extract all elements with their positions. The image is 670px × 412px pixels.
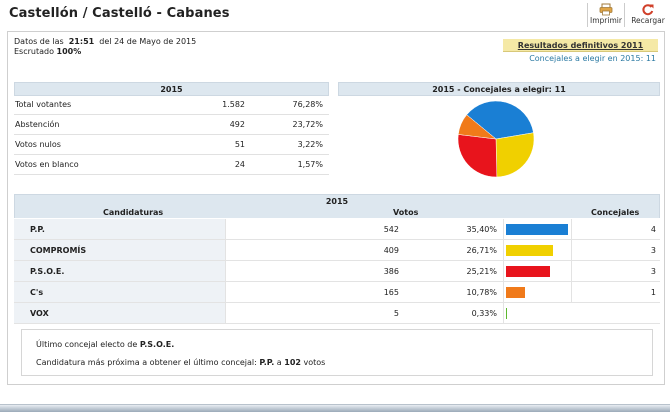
- table-row: VOX 5 0,33%: [14, 303, 660, 324]
- votes-row-label: Total votantes: [15, 100, 72, 109]
- col-votos: Votos: [393, 208, 419, 217]
- votes-row: Total votantes 1.582 76,28%: [14, 95, 329, 115]
- pie-slice: [495, 132, 535, 178]
- update-info: Datos de las 21:51 del 24 de Mayo de 201…: [14, 37, 196, 57]
- reload-label: Recargar: [631, 16, 665, 25]
- bar-cell: [503, 240, 571, 260]
- party-seats: 3: [571, 240, 660, 261]
- col-concejales: Concejales: [591, 208, 640, 217]
- party-name: P.P.: [14, 219, 225, 239]
- page-header: Castellón / Castelló - Cabanes Imprimir …: [0, 0, 670, 30]
- votes-row-value: 1.582: [222, 100, 245, 109]
- pie-slice: [457, 114, 497, 140]
- votes-row-label: Votos en blanco: [15, 160, 79, 169]
- party-seats: 4: [571, 219, 660, 240]
- results-table-title: 2015: [14, 194, 660, 208]
- pie-title: 2015 - Concejales a elegir: 11: [338, 82, 660, 96]
- update-time: 21:51: [68, 37, 95, 46]
- results-2011-link[interactable]: Resultados definitivos 2011: [503, 39, 658, 52]
- closest-candidate-line: Candidatura más próxima a obtener el últ…: [36, 358, 325, 367]
- votes-row: Votos nulos 51 3,22%: [14, 135, 329, 155]
- concejales-2015-text: Concejales a elegir en 2015: 11: [529, 54, 656, 63]
- votes-row: Abstención 492 23,72%: [14, 115, 329, 135]
- bar-cell: [503, 303, 571, 323]
- party-votes: 542: [225, 219, 405, 240]
- votes-row-pct: 23,72%: [292, 120, 323, 129]
- seats-pie-chart: [457, 100, 535, 178]
- party-vote-bar: [506, 224, 568, 235]
- table-row: P.S.O.E. 386 25,21% 3: [14, 261, 660, 282]
- votes-row-pct: 1,57%: [297, 160, 323, 169]
- window-bottom-strip: [0, 404, 670, 412]
- votes-row-value: 492: [229, 120, 245, 129]
- closest-prefix: Candidatura más próxima a obtener el últ…: [36, 358, 257, 367]
- party-name: COMPROMÍS: [14, 240, 225, 260]
- pie-slice: [457, 134, 498, 178]
- pie-slice: [466, 100, 534, 140]
- party-pct: 25,21%: [466, 267, 497, 276]
- bar-cell: [503, 261, 571, 281]
- reload-icon: [642, 4, 654, 16]
- party-votes: 409: [225, 240, 405, 261]
- table-row: C's 165 10,78% 1: [14, 282, 660, 303]
- party-name: C's: [14, 282, 225, 302]
- votes-row-label: Votos nulos: [15, 140, 61, 149]
- table-row: COMPROMÍS 409 26,71% 3: [14, 240, 660, 261]
- col-candidaturas: Candidaturas: [103, 208, 164, 217]
- party-vote-bar: [506, 308, 507, 319]
- results-panel: Datos de las 21:51 del 24 de Mayo de 201…: [7, 31, 665, 385]
- bar-cell: [503, 282, 571, 302]
- party-votes: 165: [225, 282, 405, 303]
- last-elected-party: P.S.O.E.: [139, 340, 175, 349]
- datos-prefix: Datos de las: [14, 37, 64, 46]
- party-pct: 10,78%: [466, 288, 497, 297]
- table-row: P.P. 542 35,40% 4: [14, 219, 660, 240]
- update-date: del 24 de Mayo de 2015: [99, 37, 197, 46]
- party-pct: 0,33%: [471, 309, 497, 318]
- votes-row-value: 24: [234, 160, 245, 169]
- votes-table-title: 2015: [14, 82, 329, 96]
- printer-icon: [599, 3, 613, 16]
- votes-row-pct: 3,22%: [297, 140, 323, 149]
- escrutado-label: Escrutado: [14, 47, 54, 56]
- summary-box: Último concejal electo de P.S.O.E. Candi…: [21, 329, 653, 376]
- votes-row-label: Abstención: [15, 120, 60, 129]
- last-elected-line: Último concejal electo de P.S.O.E.: [36, 340, 174, 349]
- closest-mid: a: [276, 358, 282, 367]
- votes-table: Total votantes 1.582 76,28% Abstención 492 23…: [14, 95, 329, 175]
- closest-votes: 102: [284, 358, 301, 367]
- party-vote-bar: [506, 266, 550, 277]
- page-title: Castellón / Castelló - Cabanes: [9, 6, 230, 21]
- reload-button[interactable]: Recargar: [629, 3, 667, 27]
- party-name: P.S.O.E.: [14, 261, 225, 281]
- party-votes: 386: [225, 261, 405, 282]
- print-label: Imprimir: [590, 16, 622, 25]
- party-vote-bar: [506, 287, 525, 298]
- escrutado-value: 100%: [56, 47, 82, 56]
- closest-suffix: votos: [303, 358, 326, 367]
- print-button[interactable]: Imprimir: [587, 3, 625, 27]
- results-column-header: Candidaturas Votos Concejales: [14, 207, 660, 218]
- last-elected-prefix: Último concejal electo de: [36, 340, 138, 349]
- party-seats: 1: [571, 282, 660, 303]
- party-pct: 26,71%: [466, 246, 497, 255]
- party-seats: 3: [571, 261, 660, 282]
- votes-row: Votos en blanco 24 1,57%: [14, 155, 329, 175]
- votes-row-pct: 76,28%: [292, 100, 323, 109]
- closest-party: P.P.: [259, 358, 275, 367]
- party-pct: 35,40%: [466, 225, 497, 234]
- party-vote-bar: [506, 245, 553, 256]
- votes-row-value: 51: [234, 140, 245, 149]
- party-votes: 5: [225, 303, 405, 324]
- party-name: VOX: [14, 303, 225, 323]
- bar-cell: [503, 219, 571, 239]
